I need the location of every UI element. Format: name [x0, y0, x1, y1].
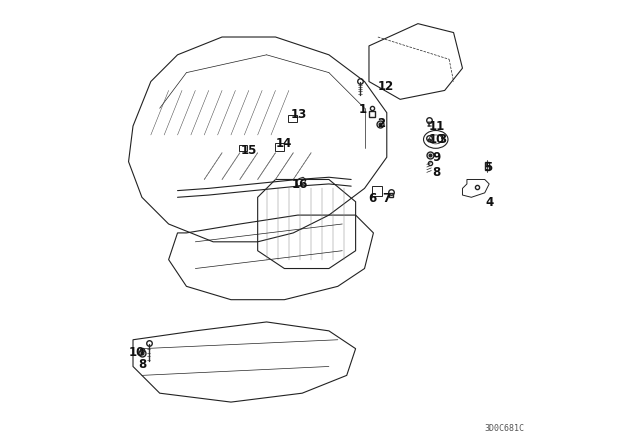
Text: 2: 2 [378, 117, 385, 130]
Text: 5: 5 [484, 160, 492, 173]
Text: 3: 3 [438, 133, 447, 146]
Text: 8: 8 [139, 358, 147, 371]
Text: 11: 11 [429, 120, 445, 133]
Text: 4: 4 [485, 196, 493, 209]
Text: 1: 1 [358, 103, 367, 116]
Text: 6: 6 [369, 192, 377, 205]
Text: 13: 13 [291, 108, 307, 121]
Text: 10: 10 [129, 346, 145, 359]
Text: 8: 8 [432, 166, 440, 179]
Text: 3D0C681C: 3D0C681C [485, 424, 525, 433]
Text: 12: 12 [378, 80, 394, 93]
Text: 14: 14 [275, 138, 292, 151]
Text: 15: 15 [241, 144, 257, 157]
Text: 7: 7 [382, 192, 390, 205]
Text: 16: 16 [292, 178, 308, 191]
Text: 9: 9 [432, 151, 440, 164]
Text: 10: 10 [429, 133, 445, 146]
